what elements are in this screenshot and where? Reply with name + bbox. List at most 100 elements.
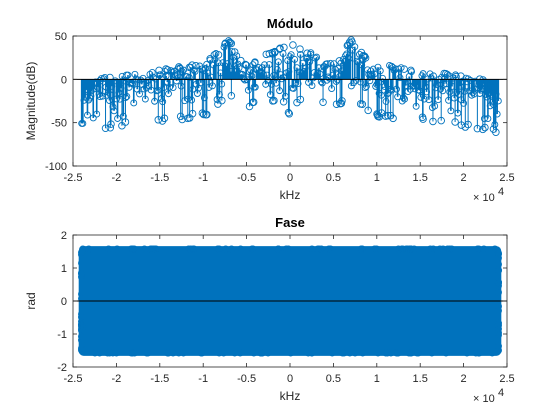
stem-marker: [89, 114, 97, 122]
stem-marker: [332, 100, 341, 108]
stem-marker: [460, 99, 468, 107]
stem-marker: [78, 273, 86, 281]
stem-marker: [487, 83, 495, 91]
stem-marker: [374, 63, 382, 71]
stem-marker: [155, 66, 163, 75]
stem-marker: [407, 66, 415, 75]
stem-marker: [418, 113, 427, 121]
stem-marker: [241, 60, 250, 69]
stem-marker: [78, 259, 86, 267]
x-tick-label: 1.5: [413, 172, 428, 184]
stem-marker: [274, 245, 282, 253]
stem-marker: [306, 58, 314, 66]
stem-marker: [187, 245, 195, 253]
stem-marker: [256, 349, 265, 357]
stem-marker: [359, 56, 367, 64]
stem-marker: [191, 67, 199, 75]
stem-marker: [420, 95, 428, 103]
stem-marker: [396, 74, 404, 82]
stem-marker: [130, 99, 138, 107]
stem-marker: [202, 110, 210, 119]
stem-marker: [412, 102, 420, 110]
x-multiplier-base: × 10: [473, 192, 495, 204]
stem-marker: [426, 245, 434, 253]
y-tick-label: -50: [51, 118, 67, 130]
stem-marker: [327, 59, 334, 67]
stem-marker: [325, 245, 333, 253]
stem-marker: [103, 349, 112, 357]
stem-marker: [358, 100, 367, 108]
stem-marker: [93, 110, 101, 118]
stem-marker: [419, 70, 427, 78]
stem-marker: [185, 114, 194, 122]
stem-marker: [294, 80, 302, 88]
stem-marker: [394, 245, 403, 253]
stem-marker: [91, 349, 99, 357]
stem-marker: [404, 88, 412, 95]
stem-marker: [335, 57, 344, 65]
stem-marker: [144, 349, 152, 357]
stem-marker: [401, 95, 409, 103]
stem-marker: [352, 77, 360, 84]
stem-marker: [95, 349, 104, 357]
stem-marker: [218, 96, 226, 105]
stem-marker: [210, 51, 219, 59]
stem-marker: [494, 329, 502, 337]
stem-marker: [394, 349, 403, 357]
stem-marker: [79, 120, 87, 127]
stem-marker: [131, 70, 139, 78]
stem-marker: [78, 250, 86, 259]
stem-marker: [85, 245, 93, 253]
stem-marker: [200, 94, 208, 102]
x-tick-label: 1: [374, 172, 380, 184]
stem-marker: [148, 69, 156, 76]
stem-marker: [245, 102, 254, 111]
stem-marker: [306, 50, 315, 59]
stem-marker: [78, 326, 86, 335]
stem-marker: [361, 54, 370, 62]
stem-marker: [266, 91, 274, 99]
stem-marker: [328, 349, 336, 357]
stem-marker: [84, 111, 91, 119]
x-axis-label: kHz: [280, 188, 301, 202]
stem-marker: [469, 89, 477, 97]
stem-marker: [188, 96, 196, 104]
stem-marker: [136, 90, 143, 98]
stem-marker: [348, 38, 356, 46]
stem-marker: [104, 245, 113, 253]
stem-marker: [152, 245, 160, 253]
stem-marker: [303, 49, 311, 58]
stem-marker: [279, 97, 288, 106]
stem-marker: [78, 322, 86, 331]
x-tick-label: -1.5: [150, 172, 169, 184]
stem-marker: [227, 91, 236, 100]
stem-marker: [314, 245, 322, 253]
series-marks: [78, 36, 502, 137]
stem-marker: [405, 245, 413, 253]
stem-marker: [443, 70, 451, 78]
stem-marker: [473, 245, 482, 253]
stem-marker: [447, 107, 455, 115]
stem-marker: [479, 125, 487, 134]
y-tick-label: 0: [61, 74, 67, 86]
stem-marker: [390, 67, 398, 74]
stem-marker: [382, 349, 390, 357]
stem-marker: [289, 41, 297, 49]
stem-marker: [429, 245, 437, 253]
x-tick-label: -1: [198, 172, 208, 184]
stem-marker: [328, 85, 336, 92]
stem-marker: [276, 87, 284, 95]
stem-marker: [287, 51, 295, 59]
stem-marker: [494, 302, 502, 310]
x-tick-label: -0.5: [237, 172, 256, 184]
stem-marker: [113, 245, 121, 253]
y-axis-label: Magnitude(dB): [24, 62, 38, 141]
stem-marker: [494, 266, 502, 274]
y-tick-label: 2: [61, 230, 67, 242]
stem-marker: [429, 117, 437, 126]
x-tick-label: 2.5: [499, 373, 514, 385]
stem-marker: [151, 97, 159, 105]
stem-marker: [291, 55, 299, 63]
